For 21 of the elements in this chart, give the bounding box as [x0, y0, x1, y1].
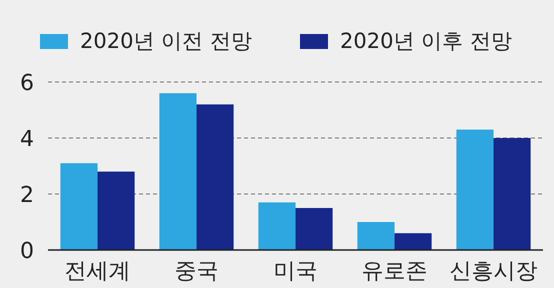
- x-tick-label: 신흥시장: [450, 259, 538, 284]
- legend-label: 2020년 이후 전망: [340, 29, 512, 53]
- bar: [296, 208, 333, 250]
- y-tick-label: 4: [20, 127, 34, 152]
- x-tick-label: 미국: [274, 259, 318, 284]
- bar: [456, 130, 494, 250]
- bar: [258, 202, 296, 250]
- bar: [494, 138, 531, 250]
- bar: [159, 93, 196, 250]
- x-tick-label: 전세계: [64, 259, 130, 284]
- y-tick-label: 0: [20, 239, 34, 264]
- bar: [98, 172, 135, 250]
- x-tick-label: 유로존: [362, 259, 428, 284]
- y-tick-label: 6: [20, 71, 34, 96]
- y-tick-label: 2: [20, 183, 34, 208]
- bar: [60, 163, 98, 250]
- bar: [357, 222, 394, 250]
- bar: [196, 104, 234, 250]
- x-tick-label: 중국: [174, 259, 218, 284]
- bar: [394, 233, 432, 250]
- legend-label: 2020년 이전 전망: [80, 29, 252, 53]
